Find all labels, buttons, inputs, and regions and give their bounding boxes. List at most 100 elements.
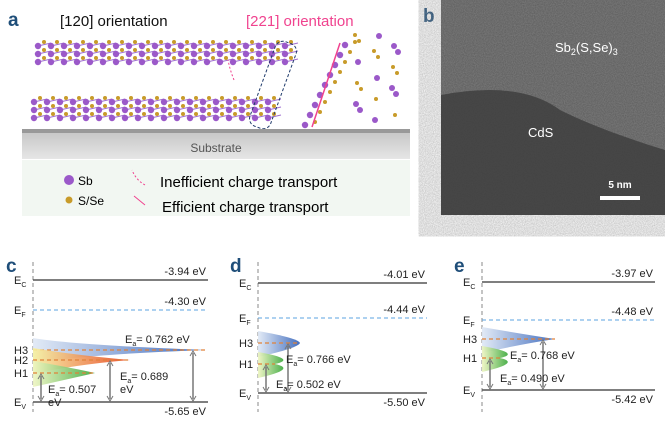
atom bbox=[376, 33, 382, 39]
sb-atom bbox=[177, 58, 185, 66]
unit-cell-outline bbox=[249, 40, 297, 130]
sse-atom bbox=[211, 56, 215, 60]
atom bbox=[389, 85, 395, 91]
sb-atom bbox=[95, 106, 103, 114]
sse-atom bbox=[55, 56, 59, 60]
ea-h1-value: Ea= 0.502 eV bbox=[276, 379, 341, 393]
sb-atom bbox=[311, 101, 319, 109]
arrowheads bbox=[284, 343, 292, 393]
sse-atom bbox=[77, 104, 81, 108]
atom bbox=[374, 75, 380, 81]
sse-atom bbox=[68, 40, 72, 44]
atom bbox=[355, 59, 361, 65]
legend-efficient: Efficient charge transport bbox=[162, 199, 329, 216]
sse-atom bbox=[207, 104, 211, 108]
ec-value: -3.94 eV bbox=[164, 266, 206, 278]
sse-atom bbox=[233, 112, 237, 116]
ec-value: -4.01 eV bbox=[383, 269, 425, 281]
sb-atom bbox=[164, 50, 172, 58]
sse-atom bbox=[159, 56, 163, 60]
sb-atom bbox=[30, 98, 38, 106]
sb-atom bbox=[121, 114, 129, 122]
sb-atom bbox=[82, 106, 90, 114]
sse-atom bbox=[107, 56, 111, 60]
trap-distribution bbox=[482, 346, 508, 372]
sse-atom bbox=[224, 40, 228, 44]
sb-atom bbox=[251, 98, 259, 106]
sse-atom bbox=[246, 104, 250, 108]
sse-atom bbox=[172, 56, 176, 60]
ev-value: -5.65 eV bbox=[164, 406, 206, 418]
sse-atom bbox=[68, 48, 72, 52]
sse-atom bbox=[276, 48, 280, 52]
sb-atom bbox=[177, 50, 185, 58]
atom bbox=[393, 113, 397, 117]
sb-atom bbox=[186, 114, 194, 122]
trap-level-label: H1 bbox=[239, 359, 253, 371]
sb-atom bbox=[108, 106, 116, 114]
sse-atom bbox=[64, 112, 68, 116]
trap-level-label: H3 bbox=[239, 338, 253, 350]
trap-level-label: H3 bbox=[463, 334, 477, 346]
panel-d: d -4.01 eV -4.44 eV -5.50 eV EC EF EV H3 H1 Ea= 0… bbox=[230, 256, 427, 412]
arrowheads bbox=[37, 373, 45, 402]
sse-atom bbox=[207, 96, 211, 100]
sb-atom bbox=[43, 114, 51, 122]
sb-atom bbox=[225, 106, 233, 114]
sb-atom bbox=[177, 42, 185, 50]
atom bbox=[359, 87, 363, 91]
sse-atom bbox=[172, 48, 176, 52]
sb-atom bbox=[242, 58, 250, 66]
sb-atom bbox=[95, 114, 103, 122]
ev-label: EV bbox=[239, 388, 251, 402]
sse-atom bbox=[250, 48, 254, 52]
sb-atom bbox=[47, 58, 55, 66]
sb-atom bbox=[229, 42, 237, 50]
sse-atom bbox=[272, 104, 276, 108]
sb-atom bbox=[264, 98, 272, 106]
sse-atom bbox=[64, 104, 68, 108]
ea-h2-value: Ea= 0.689 bbox=[120, 371, 168, 385]
sb-atom bbox=[138, 50, 146, 58]
sb-atom bbox=[56, 98, 64, 106]
sb-atom bbox=[138, 42, 146, 50]
sse-atom bbox=[107, 48, 111, 52]
ef-value: -4.44 eV bbox=[383, 304, 425, 316]
sse-atom bbox=[194, 112, 198, 116]
sse-atom bbox=[185, 48, 189, 52]
arrowheads bbox=[189, 350, 197, 402]
sse-atom bbox=[120, 40, 124, 44]
sse-atom bbox=[172, 40, 176, 44]
sse-atom bbox=[129, 96, 133, 100]
sse-atom bbox=[168, 104, 172, 108]
sb-atom bbox=[190, 58, 198, 66]
sb-atom bbox=[216, 58, 224, 66]
sb-atom bbox=[242, 42, 250, 50]
sb-atom bbox=[60, 58, 68, 66]
sb-atom bbox=[216, 42, 224, 50]
sb-atom bbox=[160, 98, 168, 106]
sse-atom bbox=[42, 56, 46, 60]
sse-atom bbox=[142, 112, 146, 116]
sse-atom bbox=[237, 40, 241, 44]
sb-atom bbox=[56, 114, 64, 122]
sse-atom bbox=[224, 56, 228, 60]
trap-distribution bbox=[33, 361, 95, 387]
sb-atom bbox=[164, 58, 172, 66]
sb-atom bbox=[186, 106, 194, 114]
sse-atom bbox=[159, 40, 163, 44]
sse-atom bbox=[259, 96, 263, 100]
sse-atom bbox=[146, 48, 150, 52]
energy-diagrams: c -3.94 eV-4.30 eV-5.65 eVECEFEVH3H2H1Ea=… bbox=[6, 256, 655, 418]
sb-atom bbox=[121, 106, 129, 114]
sb-atom bbox=[147, 98, 155, 106]
ea-h2-unit: eV bbox=[120, 384, 134, 396]
sb-atom bbox=[203, 58, 211, 66]
sb-atom bbox=[190, 42, 198, 50]
sse-atom bbox=[220, 104, 224, 108]
sse-atom bbox=[185, 56, 189, 60]
trap-distribution bbox=[258, 331, 300, 357]
atom bbox=[393, 91, 399, 97]
sse-atom bbox=[103, 104, 107, 108]
sb-atom bbox=[112, 42, 120, 50]
